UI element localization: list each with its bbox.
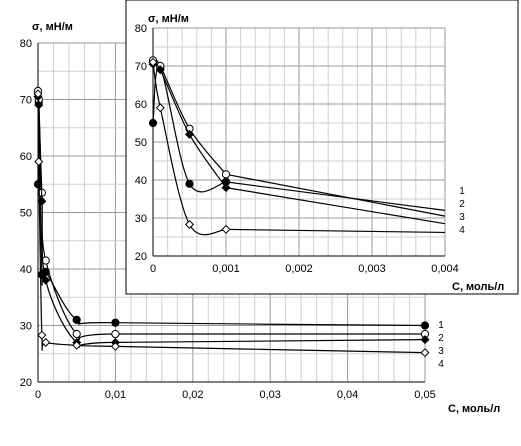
main-series-1-label: 1 [438,320,444,331]
inset-series-1-line [152,66,227,193]
main-x-tick-label: 0,01 [105,389,126,401]
main-series-4-line [37,93,426,354]
inset-y-tick-label: 70 [135,61,147,73]
inset-series-2-label: 2 [459,199,465,210]
main-x-tick-label: 0,03 [259,389,280,401]
main-series-4-point [420,348,430,358]
main-series: 1 2 3 4 [33,86,444,370]
inset-tick-labels: 0 0,001 0,002 0,003 0,004 20 30 40 50 60 70 80 [135,23,459,275]
main-series-4-point [33,89,43,99]
main-y-tick-label: 50 [20,208,32,220]
inset-series-1-point [148,118,158,128]
inset-chart: 0 0,001 0,002 0,003 0,004 20 30 40 50 60 70 80 1 2 3 4… [125,0,519,295]
inset-y-tick-label: 20 [135,251,147,263]
main-tick-labels: 0 0,01 0,02 0,03 0,04 0,05 20 30 40 50 60 70 80 [20,38,436,401]
inset-series-4-line [152,62,227,236]
main-series-3-line [37,94,426,348]
inset-y-tick-label: 80 [135,23,147,35]
inset-x-tick-label: 0,002 [285,263,313,275]
main-series-4-point [110,341,120,351]
inset-series-2-point [221,170,231,179]
inset-series-4-point [155,103,165,113]
main-series-3-point [420,335,430,345]
inset-series-1-trend [225,181,446,211]
main-series-4-point [41,337,51,347]
inset-series-4-label: 4 [459,225,465,236]
inset-series-1-point [185,179,194,188]
main-x-tick-label: 0,05 [414,389,435,401]
inset-series-2-trend [225,173,446,217]
main-x-tick-label: 0,04 [337,389,358,401]
inset-x-tick-label: 0,004 [431,263,459,275]
main-y-tick-label: 20 [20,377,32,389]
inset-series-3-point [221,183,231,193]
main-x-tick-label: 0 [35,389,41,401]
main-x-tick-label: 0,02 [182,389,203,401]
main-series-1-point [33,180,43,189]
inset-x-tick-label: 0,003 [358,263,386,275]
inset-series-4-trend [225,228,446,234]
main-series-3-point [41,275,51,285]
inset-y-tick-label: 60 [135,99,147,111]
inset-frame [125,0,519,295]
inset-series-3-trend [225,187,446,225]
inset-y-tick-label: 30 [135,213,147,225]
inset-series-4-point [148,57,158,67]
main-series-1-point [420,321,430,330]
inset-y-tick-label: 40 [135,175,147,187]
inset-x-tick-label: 0,001 [212,263,240,275]
main-y-tick-label: 40 [20,264,32,276]
inset-series-3-label: 3 [459,212,465,223]
main-y-tick-label: 30 [20,321,32,333]
main-series-4-point [72,340,82,350]
inset-series-4-point [221,224,231,234]
inset-x-axis-label: С, моль/л [452,281,504,293]
main-y-axis-label: σ, мН/м [32,21,73,33]
inset-y-tick-label: 50 [135,137,147,149]
main-y-tick-label: 70 [20,95,32,107]
main-y-tick-label: 60 [20,151,32,163]
inset-y-axis-label: σ, мН/м [148,13,189,25]
main-series-2-point [72,329,81,339]
main-x-axis-label: С, моль/л [448,403,500,415]
main-y-tick-label: 80 [20,38,32,50]
inset-series: 1 2 3 4 [148,56,465,236]
main-series-2-label: 2 [438,333,444,344]
inset-series-3-point [155,65,165,75]
main-series-1-point [111,318,120,327]
inset-series-1-label: 1 [459,186,465,197]
main-series-2-point [111,329,120,339]
inset-grid [152,27,446,257]
inset-series-3-point [184,129,195,139]
inset-x-tick-label: 0 [150,263,156,275]
main-series-3-label: 3 [438,346,444,357]
main-series-4-label: 4 [438,359,444,370]
main-series-4-point [37,330,47,340]
inset-series-4-point [184,219,195,229]
main-series-1-point [72,315,81,324]
main-series-3-point [34,100,44,110]
main-series-4-point [34,157,44,167]
